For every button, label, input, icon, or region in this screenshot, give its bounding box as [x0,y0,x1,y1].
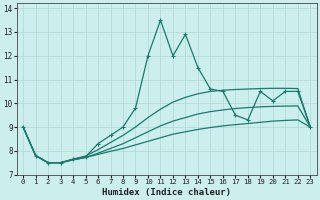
X-axis label: Humidex (Indice chaleur): Humidex (Indice chaleur) [102,188,231,197]
